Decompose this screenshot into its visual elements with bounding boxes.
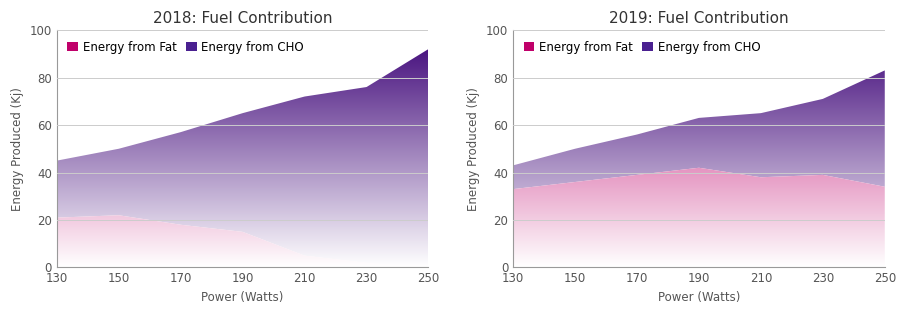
- Y-axis label: Energy Produced (Kj): Energy Produced (Kj): [11, 87, 24, 211]
- Legend: Energy from Fat, Energy from CHO: Energy from Fat, Energy from CHO: [63, 36, 308, 58]
- X-axis label: Power (Watts): Power (Watts): [201, 291, 284, 304]
- X-axis label: Power (Watts): Power (Watts): [658, 291, 740, 304]
- Title: 2018: Fuel Contribution: 2018: Fuel Contribution: [153, 11, 332, 26]
- Y-axis label: Energy Produced (Kj): Energy Produced (Kj): [467, 87, 481, 211]
- Title: 2019: Fuel Contribution: 2019: Fuel Contribution: [610, 11, 789, 26]
- Legend: Energy from Fat, Energy from CHO: Energy from Fat, Energy from CHO: [519, 36, 765, 58]
